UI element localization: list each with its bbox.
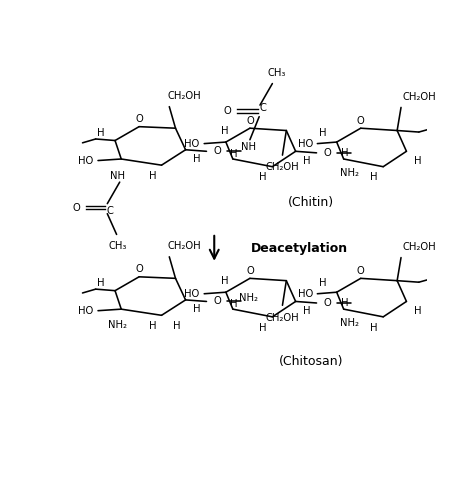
Text: H: H xyxy=(173,321,181,331)
Text: H: H xyxy=(192,154,200,164)
Text: HO: HO xyxy=(298,139,313,149)
Text: H: H xyxy=(303,155,310,165)
Text: O: O xyxy=(135,264,143,274)
Text: H: H xyxy=(148,171,156,181)
Text: H: H xyxy=(370,173,378,183)
Text: NH: NH xyxy=(241,142,256,152)
Text: H: H xyxy=(259,173,267,183)
Text: Deacetylation: Deacetylation xyxy=(251,242,348,255)
Text: NH₂: NH₂ xyxy=(239,293,258,303)
Text: H: H xyxy=(220,126,228,136)
Text: CH₃: CH₃ xyxy=(268,68,286,78)
Text: O: O xyxy=(324,298,331,308)
Text: H: H xyxy=(230,149,237,159)
Text: O: O xyxy=(73,203,80,213)
Text: H: H xyxy=(341,148,348,158)
Text: CH₂OH: CH₂OH xyxy=(265,163,299,173)
Text: CH₂OH: CH₂OH xyxy=(265,313,299,323)
Text: HO: HO xyxy=(184,289,200,299)
Text: H: H xyxy=(303,306,310,315)
Text: H: H xyxy=(341,298,348,308)
Text: C: C xyxy=(107,206,114,216)
Text: NH₂: NH₂ xyxy=(340,168,359,178)
Text: O: O xyxy=(357,266,365,276)
Text: NH: NH xyxy=(110,171,125,181)
Text: NH₂: NH₂ xyxy=(340,318,359,328)
Text: O: O xyxy=(357,116,365,126)
Text: H: H xyxy=(192,304,200,314)
Text: O: O xyxy=(213,146,221,156)
Text: CH₂OH: CH₂OH xyxy=(402,92,436,102)
Text: (Chitin): (Chitin) xyxy=(288,196,334,208)
Text: O: O xyxy=(324,148,331,158)
Text: H: H xyxy=(319,128,327,138)
Text: H: H xyxy=(319,278,327,288)
Text: HO: HO xyxy=(78,155,93,165)
Text: H: H xyxy=(413,306,421,315)
Text: O: O xyxy=(246,266,254,276)
Text: O: O xyxy=(246,116,254,126)
Text: NH₂: NH₂ xyxy=(108,320,127,329)
Text: H: H xyxy=(97,278,105,288)
Text: HO: HO xyxy=(298,289,313,299)
Text: (Chitosan): (Chitosan) xyxy=(279,355,343,368)
Text: O: O xyxy=(224,106,231,116)
Text: O: O xyxy=(135,114,143,124)
Text: H: H xyxy=(148,321,156,331)
Text: CH₃: CH₃ xyxy=(109,241,128,251)
Text: H: H xyxy=(370,323,378,333)
Text: HO: HO xyxy=(78,306,93,315)
Text: HO: HO xyxy=(184,139,200,149)
Text: H: H xyxy=(220,276,228,286)
Text: H: H xyxy=(230,299,237,309)
Text: H: H xyxy=(97,128,105,138)
Text: H: H xyxy=(259,323,267,333)
Text: O: O xyxy=(213,296,221,306)
Text: CH₂OH: CH₂OH xyxy=(402,242,436,252)
Text: CH₂OH: CH₂OH xyxy=(168,91,201,101)
Text: C: C xyxy=(260,103,266,113)
Text: CH₂OH: CH₂OH xyxy=(168,241,201,251)
Text: H: H xyxy=(413,155,421,165)
